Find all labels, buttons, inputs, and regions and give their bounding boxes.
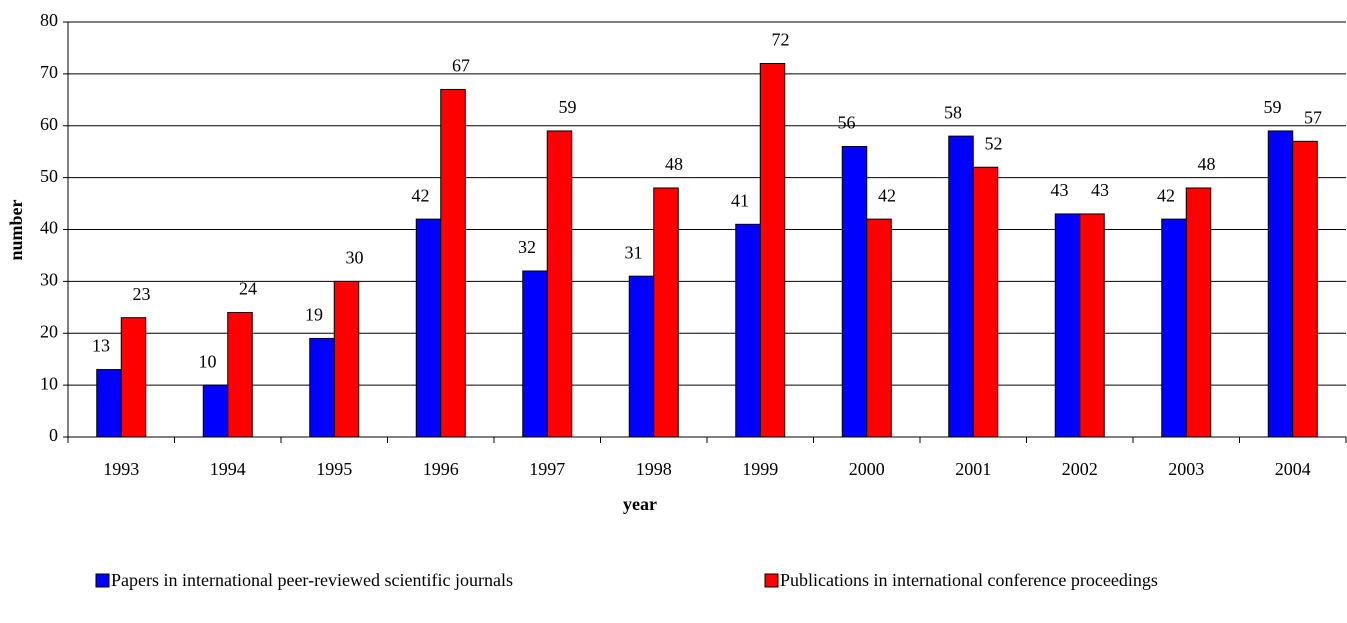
x-tick-label: 1997 — [529, 459, 565, 479]
data-label: 42 — [412, 185, 430, 205]
x-tick-label: 1993 — [103, 459, 139, 479]
bar — [948, 135, 974, 438]
bar — [1292, 140, 1318, 438]
data-label: 19 — [305, 305, 323, 325]
y-tick-label: 50 — [40, 166, 58, 186]
x-tick-label: 1994 — [210, 459, 246, 479]
data-label: 30 — [346, 248, 364, 268]
y-tick-label: 10 — [40, 373, 58, 393]
bar — [1185, 187, 1212, 438]
data-label: 10 — [199, 351, 217, 371]
data-label: 32 — [518, 237, 536, 257]
y-tick-label: 70 — [40, 62, 58, 82]
data-label: 59 — [559, 97, 577, 117]
data-label: 41 — [731, 190, 749, 210]
bar — [1161, 218, 1187, 438]
data-label: 56 — [838, 113, 856, 133]
data-label: 48 — [1198, 154, 1216, 174]
legend-swatch — [764, 573, 779, 588]
y-tick-label: 0 — [49, 425, 58, 445]
x-tick-label: 1996 — [423, 459, 459, 479]
bar — [759, 63, 786, 438]
bar — [628, 275, 655, 438]
bar — [522, 270, 548, 438]
y-tick-label: 30 — [40, 270, 58, 290]
bar — [546, 130, 573, 438]
bar — [1267, 130, 1294, 438]
data-label: 52 — [985, 133, 1003, 153]
legend-label: Papers in international peer-reviewed sc… — [111, 570, 513, 590]
data-label: 42 — [878, 185, 896, 205]
data-label: 72 — [772, 30, 790, 50]
bar — [866, 218, 892, 438]
x-tick-label: 2002 — [1062, 459, 1098, 479]
x-tick-label: 2004 — [1275, 459, 1311, 479]
bar — [227, 312, 253, 438]
bar — [333, 280, 360, 438]
data-label: 67 — [452, 56, 470, 76]
x-tick-label: 1995 — [316, 459, 352, 479]
data-label: 43 — [1051, 180, 1069, 200]
bar — [653, 187, 679, 438]
x-tick-label: 2001 — [955, 459, 991, 479]
data-label: 48 — [665, 154, 683, 174]
y-tick-label: 60 — [40, 114, 58, 134]
x-axis-title: year — [623, 494, 657, 514]
bar — [972, 166, 999, 438]
data-label: 13 — [92, 336, 110, 356]
bar — [96, 369, 122, 438]
bar — [735, 223, 761, 438]
legend-label: Publications in international conference… — [780, 570, 1158, 590]
y-tick-label: 40 — [40, 218, 58, 238]
data-label: 24 — [239, 279, 257, 299]
x-tick-label: 1998 — [636, 459, 672, 479]
legend-swatch — [95, 573, 110, 588]
x-tick-label: 2003 — [1168, 459, 1204, 479]
y-tick-label: 20 — [40, 321, 58, 341]
bar — [1079, 213, 1105, 438]
x-tick-label: 2000 — [849, 459, 885, 479]
bar — [120, 317, 147, 438]
data-label: 31 — [625, 242, 643, 262]
data-label: 23 — [133, 284, 151, 304]
x-tick-label: 1999 — [742, 459, 778, 479]
data-label: 58 — [944, 102, 962, 122]
bar — [1054, 213, 1081, 438]
bar — [440, 88, 466, 438]
data-label: 43 — [1091, 180, 1109, 200]
bar — [841, 146, 868, 438]
data-label: 42 — [1157, 185, 1175, 205]
bar — [415, 218, 442, 438]
data-label: 59 — [1264, 97, 1282, 117]
y-tick-label: 80 — [40, 10, 58, 30]
y-axis-title: number — [6, 199, 26, 260]
data-label: 57 — [1304, 107, 1322, 127]
bar — [202, 384, 229, 438]
bar — [309, 337, 335, 438]
